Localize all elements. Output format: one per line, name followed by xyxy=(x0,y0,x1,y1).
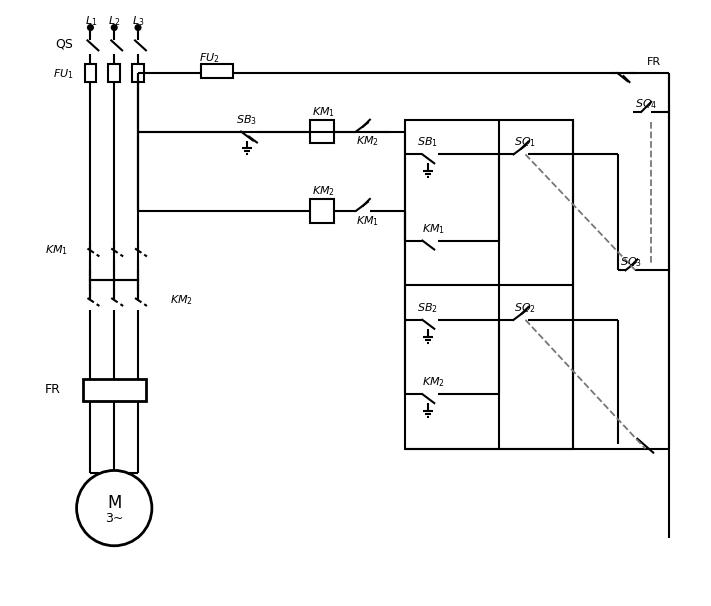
Text: $SQ_3$: $SQ_3$ xyxy=(619,256,641,269)
Text: $KM_1$: $KM_1$ xyxy=(356,214,379,228)
Text: FR: FR xyxy=(647,57,661,67)
Circle shape xyxy=(112,25,117,30)
Text: FR: FR xyxy=(45,383,60,396)
Bar xyxy=(201,64,233,78)
Circle shape xyxy=(77,470,152,546)
Text: $KM_1$: $KM_1$ xyxy=(45,244,68,258)
Text: $L_3$: $L_3$ xyxy=(132,14,144,27)
Text: $SQ_1$: $SQ_1$ xyxy=(513,136,535,150)
Circle shape xyxy=(136,25,141,30)
Text: $L_1$: $L_1$ xyxy=(85,14,97,27)
Text: $KM_2$: $KM_2$ xyxy=(422,375,445,389)
Text: $KM_1$: $KM_1$ xyxy=(422,222,446,236)
Text: $SQ_4$: $SQ_4$ xyxy=(636,97,658,111)
Text: $KM_2$: $KM_2$ xyxy=(170,293,193,307)
Text: $SB_3$: $SB_3$ xyxy=(236,113,257,127)
Bar xyxy=(85,64,97,82)
Bar xyxy=(132,64,144,82)
Text: $SB_2$: $SB_2$ xyxy=(417,301,438,315)
Text: $KM_1$: $KM_1$ xyxy=(312,105,336,119)
Text: $SB_1$: $SB_1$ xyxy=(417,136,439,150)
Text: $FU_1$: $FU_1$ xyxy=(53,67,73,81)
Bar xyxy=(405,120,573,448)
Circle shape xyxy=(88,25,93,30)
Bar xyxy=(82,379,146,401)
Text: $FU_2$: $FU_2$ xyxy=(200,52,220,65)
Text: $KM_2$: $KM_2$ xyxy=(312,184,336,198)
Text: $L_2$: $L_2$ xyxy=(108,14,121,27)
Text: M: M xyxy=(107,494,122,512)
Text: 3~: 3~ xyxy=(105,511,124,525)
Bar xyxy=(311,199,334,223)
Bar xyxy=(108,64,120,82)
Text: QS: QS xyxy=(55,38,73,51)
Text: $SQ_2$: $SQ_2$ xyxy=(513,301,535,315)
Bar xyxy=(311,120,334,144)
Text: $KM_2$: $KM_2$ xyxy=(356,135,379,148)
